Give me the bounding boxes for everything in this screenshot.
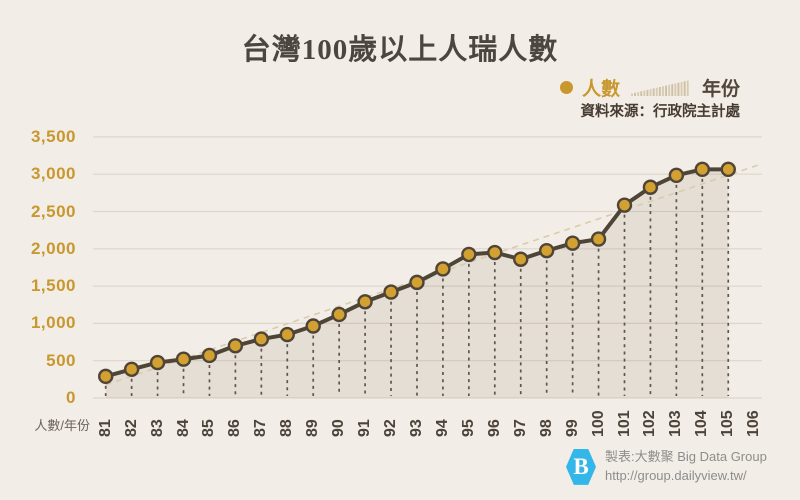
data-point [590, 231, 607, 247]
x-tick-label: 85 [200, 419, 218, 437]
data-point [616, 197, 633, 213]
data-point [201, 347, 218, 364]
data-point [227, 338, 244, 354]
data-point [487, 244, 503, 261]
y-tick-label: 0 [66, 388, 76, 407]
footer-credits: B 製表:大數聚 Big Data Group http://group.dai… [566, 448, 767, 486]
series-dot-icon [559, 81, 573, 94]
data-point [149, 354, 166, 371]
x-tick-label: 86 [226, 419, 244, 437]
credit-line1: 製表:大數聚 Big Data Group [605, 449, 767, 464]
data-point [564, 235, 581, 251]
y-tick-label: 500 [46, 350, 76, 370]
legend-series-label: 人數 [581, 79, 620, 100]
x-tick-label: 105 [719, 410, 737, 437]
data-point [538, 242, 555, 259]
ramp-bar [646, 89, 649, 96]
ramp-bar [643, 90, 646, 96]
y-tick-label: 2,000 [30, 238, 76, 258]
data-point [357, 294, 373, 310]
x-tick-label: 98 [537, 419, 555, 437]
logo-letter: B [573, 454, 589, 480]
data-point [383, 284, 399, 300]
ramp-bar [640, 90, 643, 96]
ramp-bar [680, 81, 683, 96]
data-point [435, 261, 451, 277]
ramp-bar [686, 80, 689, 96]
x-tick-label: 100 [589, 410, 607, 437]
ramp-bar [634, 92, 636, 96]
ramp-bar [652, 87, 655, 96]
data-point [461, 246, 477, 263]
x-tick-label: 93 [407, 419, 425, 437]
ramp-bar [630, 93, 633, 96]
axis-caption: 人數/年份 [34, 418, 90, 433]
y-tick-label: 2,500 [30, 201, 76, 221]
chart-title: 台灣100歲以上人瑞人數 [241, 34, 559, 66]
ramp-bar [655, 87, 658, 96]
ramp-bar [668, 84, 671, 96]
x-tick-label: 106 [745, 410, 763, 437]
y-tick-label: 1,000 [30, 313, 76, 333]
x-tick-label: 87 [252, 419, 270, 437]
ramp-bar [658, 86, 661, 96]
x-tick-label: 83 [148, 419, 166, 437]
data-point [305, 318, 321, 334]
data-point [668, 167, 685, 184]
ramp-bar [637, 91, 640, 96]
x-tick-label: 84 [174, 419, 192, 437]
year-ramp-icon [630, 80, 689, 96]
credit-text: 製表:大數聚 Big Data Group http://group.daily… [605, 448, 767, 486]
legend: 人數 年份 [559, 74, 740, 101]
ramp-bar [674, 82, 677, 96]
data-point [123, 361, 140, 377]
ramp-bar [665, 85, 667, 96]
ramp-bar [671, 83, 674, 96]
x-tick-label: 95 [459, 419, 477, 437]
data-point [253, 331, 270, 347]
data-point [409, 274, 425, 291]
x-tick-label: 104 [693, 410, 711, 437]
credit-line2: http://group.dailyview.tw/ [605, 467, 747, 483]
data-point [175, 351, 192, 367]
data-point [279, 326, 295, 343]
x-tick-label: 94 [433, 419, 451, 437]
x-tick-label: 92 [382, 419, 400, 437]
data-point [642, 179, 659, 195]
y-tick-label: 3,000 [30, 164, 76, 184]
data-point [513, 251, 529, 267]
x-tick-label: 96 [485, 419, 503, 437]
ramp-bar [677, 82, 680, 96]
data-point [97, 368, 114, 385]
y-tick-label: 1,500 [30, 276, 76, 296]
x-tick-label: 101 [615, 410, 633, 437]
x-tick-label: 99 [563, 419, 581, 437]
x-tick-label: 81 [96, 419, 114, 437]
x-tick-label: 82 [122, 419, 140, 437]
x-tick-label: 88 [278, 419, 296, 437]
x-tick-label: 102 [641, 410, 659, 437]
ramp-bar [683, 80, 686, 96]
x-tick-label: 97 [511, 419, 529, 437]
data-point [331, 306, 347, 323]
x-tick-label: 103 [667, 410, 685, 437]
x-tick-label: 89 [304, 419, 322, 437]
x-tick-label: 90 [330, 419, 348, 437]
ramp-bar [661, 85, 664, 96]
big-data-group-logo: B [566, 448, 596, 485]
ramp-bar [649, 88, 652, 96]
data-point [694, 161, 711, 178]
x-tick-label: 91 [356, 419, 374, 437]
legend-axis-label: 年份 [701, 79, 740, 100]
data-source-note: 資料來源：行政院主計處 [580, 104, 741, 120]
data-point [720, 161, 736, 178]
y-tick-label: 3,500 [30, 126, 76, 146]
